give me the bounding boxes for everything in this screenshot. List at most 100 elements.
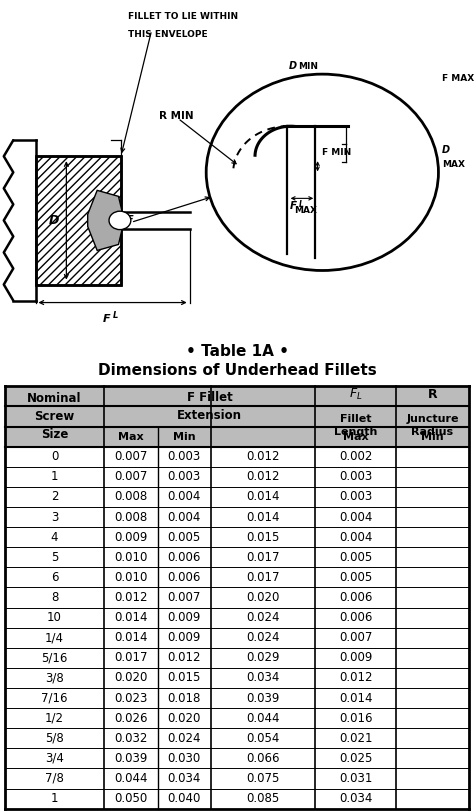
FancyBboxPatch shape bbox=[5, 386, 469, 406]
FancyBboxPatch shape bbox=[5, 447, 469, 467]
FancyBboxPatch shape bbox=[5, 547, 469, 568]
Text: 0.034: 0.034 bbox=[168, 772, 201, 785]
FancyBboxPatch shape bbox=[5, 487, 469, 507]
Text: 0.008: 0.008 bbox=[114, 491, 147, 504]
Bar bbox=[36, 157, 121, 285]
Text: 0.004: 0.004 bbox=[168, 491, 201, 504]
Text: 0.024: 0.024 bbox=[167, 732, 201, 744]
Text: 0.075: 0.075 bbox=[246, 772, 280, 785]
Text: 0.026: 0.026 bbox=[114, 711, 148, 725]
Text: 0.004: 0.004 bbox=[339, 530, 372, 543]
FancyBboxPatch shape bbox=[5, 607, 469, 628]
FancyBboxPatch shape bbox=[5, 708, 469, 728]
FancyBboxPatch shape bbox=[5, 427, 469, 447]
Text: 0.020: 0.020 bbox=[246, 591, 280, 604]
Text: 0.020: 0.020 bbox=[114, 672, 147, 684]
Text: 0.007: 0.007 bbox=[114, 450, 147, 463]
Text: L: L bbox=[299, 200, 303, 208]
Text: 0.025: 0.025 bbox=[339, 752, 372, 765]
Text: 0.003: 0.003 bbox=[168, 450, 201, 463]
Text: 0.006: 0.006 bbox=[168, 551, 201, 564]
Text: 1: 1 bbox=[51, 792, 58, 805]
Text: D: D bbox=[289, 61, 297, 71]
Text: Min: Min bbox=[173, 431, 196, 442]
FancyBboxPatch shape bbox=[5, 527, 469, 547]
Text: 0.014: 0.014 bbox=[114, 631, 148, 644]
Text: Max: Max bbox=[118, 431, 144, 442]
Text: 0.003: 0.003 bbox=[168, 470, 201, 483]
Text: 5/16: 5/16 bbox=[41, 651, 68, 664]
Text: 0.012: 0.012 bbox=[114, 591, 148, 604]
Text: 0.005: 0.005 bbox=[339, 571, 372, 584]
Text: 0.034: 0.034 bbox=[246, 672, 280, 684]
Circle shape bbox=[109, 211, 131, 230]
Text: Min: Min bbox=[421, 431, 444, 442]
Text: F MAX: F MAX bbox=[442, 74, 474, 83]
Text: 0.009: 0.009 bbox=[114, 530, 147, 543]
Text: 0.018: 0.018 bbox=[168, 692, 201, 705]
FancyBboxPatch shape bbox=[5, 668, 469, 688]
Text: 0.050: 0.050 bbox=[114, 792, 147, 805]
Text: 0.007: 0.007 bbox=[168, 591, 201, 604]
Text: 1: 1 bbox=[51, 470, 58, 483]
Text: R MIN: R MIN bbox=[159, 111, 193, 121]
Text: F: F bbox=[127, 216, 133, 225]
Text: 0.020: 0.020 bbox=[168, 711, 201, 725]
Text: F Fillet
Extension: F Fillet Extension bbox=[177, 391, 242, 422]
Text: 0.012: 0.012 bbox=[339, 672, 372, 684]
FancyBboxPatch shape bbox=[5, 467, 469, 487]
Text: 0.003: 0.003 bbox=[339, 470, 372, 483]
Text: 0.010: 0.010 bbox=[114, 571, 147, 584]
Text: 0.021: 0.021 bbox=[339, 732, 372, 744]
Text: Juncture
Radius: Juncture Radius bbox=[406, 414, 459, 437]
Text: 0.032: 0.032 bbox=[114, 732, 147, 744]
Bar bbox=[36, 157, 121, 285]
Text: 5: 5 bbox=[51, 551, 58, 564]
Text: 0.014: 0.014 bbox=[246, 511, 280, 524]
Text: 0.008: 0.008 bbox=[114, 511, 147, 524]
Text: 0.015: 0.015 bbox=[168, 672, 201, 684]
Text: 0.014: 0.014 bbox=[246, 491, 280, 504]
Text: 0.006: 0.006 bbox=[339, 591, 372, 604]
Text: 0.017: 0.017 bbox=[246, 551, 280, 564]
Text: 7/8: 7/8 bbox=[45, 772, 64, 785]
Text: 0.044: 0.044 bbox=[246, 711, 280, 725]
Text: 0.009: 0.009 bbox=[168, 611, 201, 624]
FancyBboxPatch shape bbox=[5, 568, 469, 587]
Text: 0.006: 0.006 bbox=[168, 571, 201, 584]
Text: 0.023: 0.023 bbox=[114, 692, 147, 705]
Text: 10: 10 bbox=[47, 611, 62, 624]
FancyBboxPatch shape bbox=[5, 648, 469, 668]
Text: 0.010: 0.010 bbox=[114, 551, 147, 564]
Text: 0.007: 0.007 bbox=[114, 470, 147, 483]
FancyBboxPatch shape bbox=[5, 749, 469, 768]
Text: 0.012: 0.012 bbox=[246, 470, 280, 483]
Text: 0.024: 0.024 bbox=[246, 611, 280, 624]
Text: 0.012: 0.012 bbox=[167, 651, 201, 664]
Text: 3/4: 3/4 bbox=[45, 752, 64, 765]
Text: MAX: MAX bbox=[442, 160, 465, 169]
Text: Fillet
Length: Fillet Length bbox=[334, 414, 377, 437]
Text: • Table 1A •: • Table 1A • bbox=[185, 344, 289, 358]
Text: 0.003: 0.003 bbox=[339, 491, 372, 504]
Text: 0.031: 0.031 bbox=[339, 772, 372, 785]
FancyBboxPatch shape bbox=[5, 587, 469, 607]
Text: 0.016: 0.016 bbox=[339, 711, 372, 725]
FancyBboxPatch shape bbox=[5, 507, 469, 527]
Text: 0.017: 0.017 bbox=[246, 571, 280, 584]
Text: Nominal
Screw
Size: Nominal Screw Size bbox=[27, 392, 82, 441]
Text: 0.044: 0.044 bbox=[114, 772, 148, 785]
Text: 0.004: 0.004 bbox=[168, 511, 201, 524]
Text: 1/2: 1/2 bbox=[45, 711, 64, 725]
Text: 8: 8 bbox=[51, 591, 58, 604]
Text: 0.015: 0.015 bbox=[246, 530, 280, 543]
FancyBboxPatch shape bbox=[5, 406, 469, 427]
Text: 6: 6 bbox=[51, 571, 58, 584]
Text: 0: 0 bbox=[51, 450, 58, 463]
Text: 0.014: 0.014 bbox=[339, 692, 372, 705]
Text: MAX: MAX bbox=[294, 205, 317, 215]
Text: D: D bbox=[442, 145, 450, 155]
FancyBboxPatch shape bbox=[5, 688, 469, 708]
Text: 0.040: 0.040 bbox=[168, 792, 201, 805]
Text: 0.054: 0.054 bbox=[246, 732, 280, 744]
